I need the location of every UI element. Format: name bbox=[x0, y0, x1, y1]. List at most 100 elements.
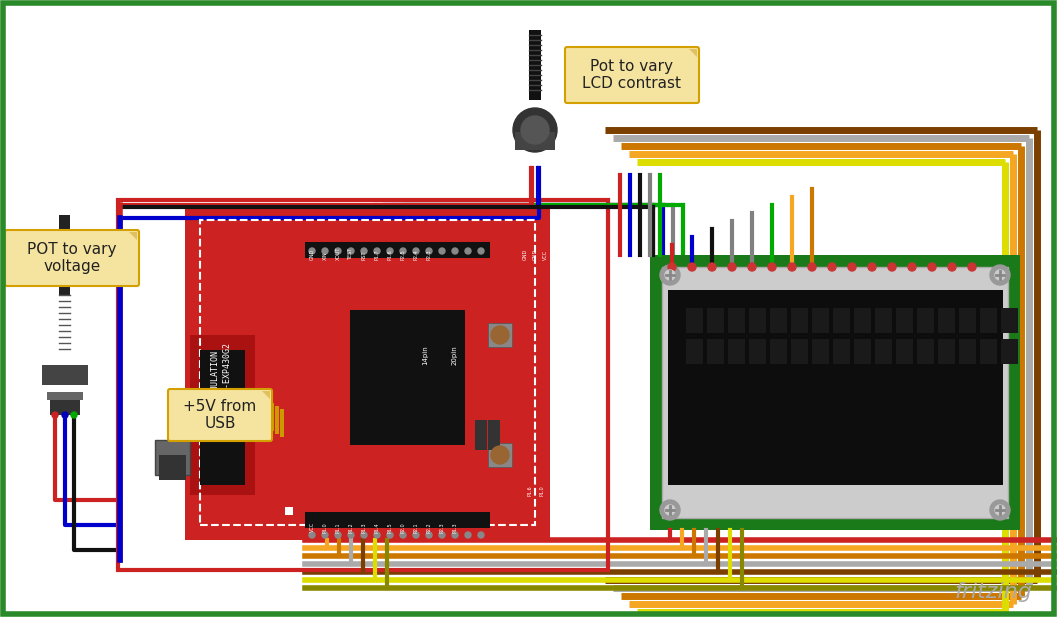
Circle shape bbox=[465, 532, 471, 538]
Circle shape bbox=[322, 532, 328, 538]
Bar bbox=[275, 406, 279, 434]
Bar bbox=[791, 339, 808, 364]
Circle shape bbox=[374, 248, 381, 254]
Circle shape bbox=[309, 248, 315, 254]
Text: P1.4: P1.4 bbox=[374, 522, 379, 532]
Bar bbox=[812, 308, 829, 333]
Bar bbox=[488, 323, 512, 347]
Text: GND: GND bbox=[522, 249, 527, 260]
Text: P1.5: P1.5 bbox=[388, 522, 392, 532]
Bar bbox=[285, 507, 293, 515]
Circle shape bbox=[400, 532, 406, 538]
Bar bbox=[896, 339, 913, 364]
Bar bbox=[350, 310, 465, 445]
Text: P2.0: P2.0 bbox=[401, 522, 406, 532]
Text: XIN: XIN bbox=[322, 251, 328, 260]
Circle shape bbox=[868, 263, 876, 271]
FancyBboxPatch shape bbox=[5, 230, 140, 286]
Text: P2.4: P2.4 bbox=[413, 249, 419, 260]
Circle shape bbox=[465, 248, 471, 254]
Circle shape bbox=[348, 248, 354, 254]
Bar bbox=[488, 443, 512, 467]
Bar bbox=[200, 405, 245, 485]
Polygon shape bbox=[262, 391, 270, 399]
Circle shape bbox=[708, 263, 716, 271]
Polygon shape bbox=[689, 49, 697, 57]
Bar bbox=[265, 400, 268, 428]
Circle shape bbox=[808, 263, 816, 271]
Circle shape bbox=[521, 116, 549, 144]
Polygon shape bbox=[129, 232, 137, 240]
Circle shape bbox=[948, 263, 956, 271]
Circle shape bbox=[990, 265, 1010, 285]
Text: P1.3: P1.3 bbox=[452, 522, 458, 532]
Circle shape bbox=[335, 532, 341, 538]
Bar bbox=[42, 365, 88, 385]
Text: P2.2: P2.2 bbox=[427, 522, 431, 532]
Text: GND: GND bbox=[533, 249, 538, 260]
Bar bbox=[686, 308, 703, 333]
Bar bbox=[728, 339, 745, 364]
Text: 20pin: 20pin bbox=[452, 345, 458, 365]
Circle shape bbox=[322, 248, 328, 254]
Circle shape bbox=[848, 263, 856, 271]
Text: P1.1: P1.1 bbox=[335, 522, 340, 532]
Text: MSP-EXP430G2: MSP-EXP430G2 bbox=[223, 342, 231, 402]
Text: +5V from
USB: +5V from USB bbox=[183, 399, 257, 431]
Circle shape bbox=[995, 270, 1005, 280]
Circle shape bbox=[413, 248, 419, 254]
Bar bbox=[59, 215, 70, 295]
Text: P1.6: P1.6 bbox=[527, 485, 533, 495]
Bar bbox=[190, 335, 255, 495]
Bar bbox=[875, 339, 892, 364]
Circle shape bbox=[492, 446, 509, 464]
Bar bbox=[155, 440, 190, 475]
Circle shape bbox=[71, 412, 77, 418]
Bar bbox=[728, 308, 745, 333]
Bar bbox=[707, 308, 724, 333]
Bar bbox=[200, 350, 245, 405]
Circle shape bbox=[660, 500, 680, 520]
Bar bbox=[159, 455, 186, 480]
Circle shape bbox=[478, 248, 484, 254]
Bar bbox=[280, 409, 284, 437]
Circle shape bbox=[387, 248, 393, 254]
Text: P1.0: P1.0 bbox=[539, 485, 544, 495]
Bar bbox=[305, 512, 490, 528]
Text: P2.3: P2.3 bbox=[440, 522, 445, 532]
Text: TEST: TEST bbox=[349, 248, 353, 260]
Circle shape bbox=[789, 263, 796, 271]
Bar bbox=[980, 308, 997, 333]
Circle shape bbox=[748, 263, 756, 271]
Bar bbox=[769, 339, 787, 364]
Circle shape bbox=[361, 532, 367, 538]
Bar bbox=[270, 403, 274, 431]
Bar bbox=[980, 339, 997, 364]
Circle shape bbox=[426, 532, 432, 538]
Text: P1.7: P1.7 bbox=[374, 249, 379, 260]
Circle shape bbox=[478, 532, 484, 538]
Circle shape bbox=[439, 532, 445, 538]
Circle shape bbox=[62, 412, 68, 418]
Text: RESET: RESET bbox=[507, 324, 513, 346]
Text: P2.5: P2.5 bbox=[401, 249, 406, 260]
FancyBboxPatch shape bbox=[168, 389, 272, 441]
Bar bbox=[47, 392, 84, 400]
Circle shape bbox=[335, 248, 341, 254]
Bar bbox=[1001, 308, 1018, 333]
Bar bbox=[791, 308, 808, 333]
Bar bbox=[833, 308, 850, 333]
Circle shape bbox=[688, 263, 696, 271]
Circle shape bbox=[348, 532, 354, 538]
Text: P1.2: P1.2 bbox=[349, 522, 353, 532]
Bar bbox=[875, 308, 892, 333]
Text: P1.6: P1.6 bbox=[388, 249, 392, 260]
Bar bbox=[1001, 339, 1018, 364]
Text: VCC: VCC bbox=[542, 250, 548, 260]
Bar bbox=[668, 290, 1003, 485]
Circle shape bbox=[387, 532, 393, 538]
Bar bbox=[917, 339, 934, 364]
Bar bbox=[686, 339, 703, 364]
Circle shape bbox=[668, 263, 676, 271]
Text: RST: RST bbox=[361, 251, 367, 260]
